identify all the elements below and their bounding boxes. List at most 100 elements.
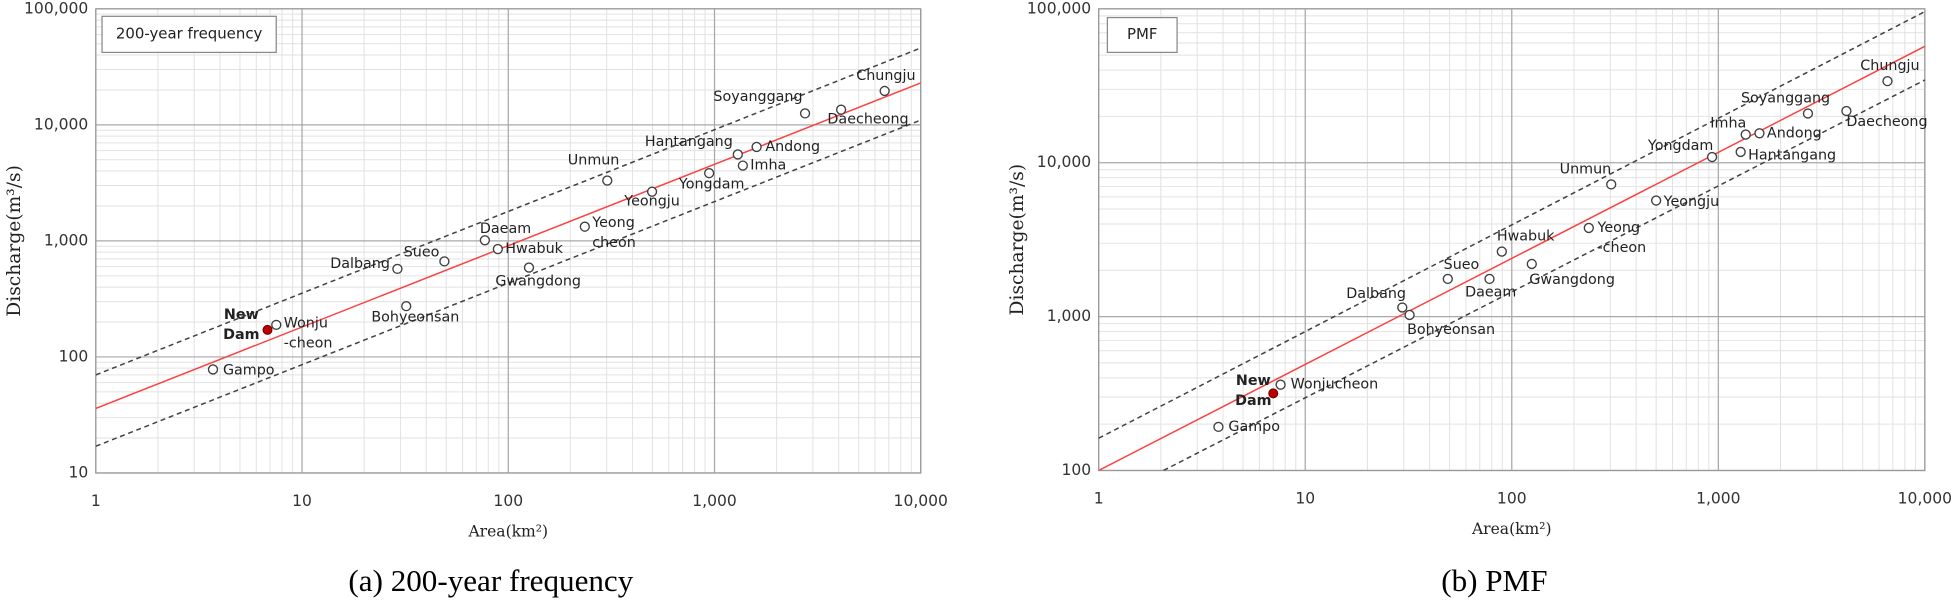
data-point: [1706, 151, 1718, 163]
point-label: Hantangang: [1748, 148, 1836, 164]
point-label: Gwangdong: [495, 273, 581, 289]
data-point: [751, 141, 762, 153]
data-point: [1802, 108, 1814, 119]
fit-line: [1098, 10, 1925, 439]
data-point: [737, 160, 749, 171]
point-label: Hwabuk: [505, 241, 563, 257]
data-point: [646, 186, 658, 197]
point-label: Daecheong: [1846, 114, 1927, 130]
point-label: Sueo: [404, 245, 440, 261]
y-tick-label: 100: [59, 347, 89, 365]
new-dam-point: [262, 324, 273, 335]
x-tick-label: 100: [493, 492, 523, 510]
y-tick-label: 10: [69, 463, 89, 481]
fit-line: [1098, 45, 1925, 471]
y-tick-label: 100: [1062, 461, 1092, 479]
plot-frame: [95, 8, 922, 474]
point-label: Wonjucheon: [1291, 377, 1379, 393]
point-label: Gwangdong: [1529, 272, 1615, 288]
data-point: [479, 235, 491, 246]
data-point: [835, 104, 847, 115]
point-label: Soyanggang: [1741, 91, 1830, 107]
data-point: [1404, 309, 1415, 321]
y-tick-label: 100,000: [1027, 0, 1091, 17]
y-tick-label: 10,000: [34, 115, 88, 133]
data-point: [1526, 258, 1537, 270]
point-label: Soyanggang: [713, 89, 802, 105]
point-label: Yongdam: [1647, 138, 1713, 154]
point-label: Bohyeonsan: [1407, 322, 1495, 338]
data-point: [879, 85, 890, 97]
data-point: [602, 175, 613, 186]
data-point: [732, 149, 743, 160]
y-tick-label: 1,000: [1047, 307, 1092, 325]
x-tick-label: 10,000: [1898, 490, 1951, 508]
new-dam-label: New: [224, 307, 259, 323]
x-tick-label: 1: [1094, 490, 1104, 508]
new-dam-label: Dam: [1235, 393, 1271, 409]
point-label: Gampo: [223, 363, 275, 379]
data-point: [492, 243, 504, 255]
point-label: Daeam: [1465, 285, 1516, 301]
point-label: Chungju: [1860, 58, 1919, 74]
y-axis-title: Discharge(m³/s): [1007, 164, 1028, 316]
y-tick-label: 1,000: [44, 231, 89, 249]
data-point: [1754, 128, 1765, 139]
new-dam-point: [1268, 388, 1279, 399]
x-tick-label: 1,000: [1696, 490, 1741, 508]
x-tick-label: 100: [1497, 490, 1527, 508]
point-label: -cheon: [284, 336, 333, 352]
legend-box: [101, 15, 277, 54]
caption: (b) PMF: [1441, 563, 1547, 598]
point-label: cheon: [592, 235, 636, 251]
point-label: Andong: [1767, 125, 1822, 141]
new-dam-label: Dam: [223, 327, 259, 343]
point-label: Hwabuk: [1497, 229, 1555, 245]
point-label: Imha: [1710, 115, 1746, 131]
x-tick-label: 1,000: [692, 492, 737, 510]
point-label: Andong: [765, 139, 820, 155]
data-point: [704, 167, 715, 179]
point-label: Unmun: [568, 153, 620, 169]
data-point: [392, 263, 403, 275]
x-tick-label: 10: [1295, 490, 1315, 508]
data-point: [579, 221, 590, 232]
point-label: Unmun: [1560, 161, 1612, 177]
data-point: [1275, 379, 1286, 390]
data-point: [1213, 421, 1224, 433]
point-label: Imha: [750, 158, 786, 174]
data-point: [1650, 195, 1662, 206]
data-point: [1882, 75, 1893, 87]
point-label: Gampo: [1228, 419, 1280, 435]
data-point: [1583, 222, 1594, 234]
x-tick-label: 1: [91, 492, 101, 510]
data-point: [1740, 129, 1751, 140]
legend-box: [1106, 16, 1178, 54]
point-label: Daeam: [480, 221, 531, 237]
plot-frame: [1098, 8, 1926, 472]
data-point: [401, 300, 412, 312]
y-tick-label: 100,000: [24, 0, 88, 17]
y-axis-title: Discharge(m³/s): [4, 165, 25, 317]
fit-line: [95, 82, 921, 410]
point-label: -cheon: [1598, 240, 1647, 256]
data-point: [1484, 273, 1495, 285]
data-point: [439, 256, 450, 267]
point-label: Daecheong: [827, 112, 908, 128]
legend-box-text: PMF: [1127, 25, 1157, 43]
x-axis-title: Area(km²): [467, 523, 548, 541]
x-axis-title: Area(km²): [1471, 520, 1552, 538]
point-label: Hantangang: [645, 134, 733, 150]
legend-box-text: 200-year frequency: [116, 24, 263, 42]
chart-panel: 1 10 100 1,000 10,000 100 1,000 10,000 100,000 Ga…: [1007, 0, 1951, 598]
point-label: Yeongju: [623, 194, 680, 210]
data-point: [1442, 273, 1453, 285]
chart-panel: 1 10 100 1,000 10,000101001,00010,000100,000…: [4, 0, 948, 598]
x-tick-label: 10,000: [894, 492, 948, 510]
point-label: Sueo: [1444, 257, 1480, 273]
data-point: [799, 108, 811, 119]
data-point: [1397, 302, 1408, 313]
point-label: Chungju: [856, 68, 915, 84]
point-label: Yeong: [591, 215, 635, 231]
